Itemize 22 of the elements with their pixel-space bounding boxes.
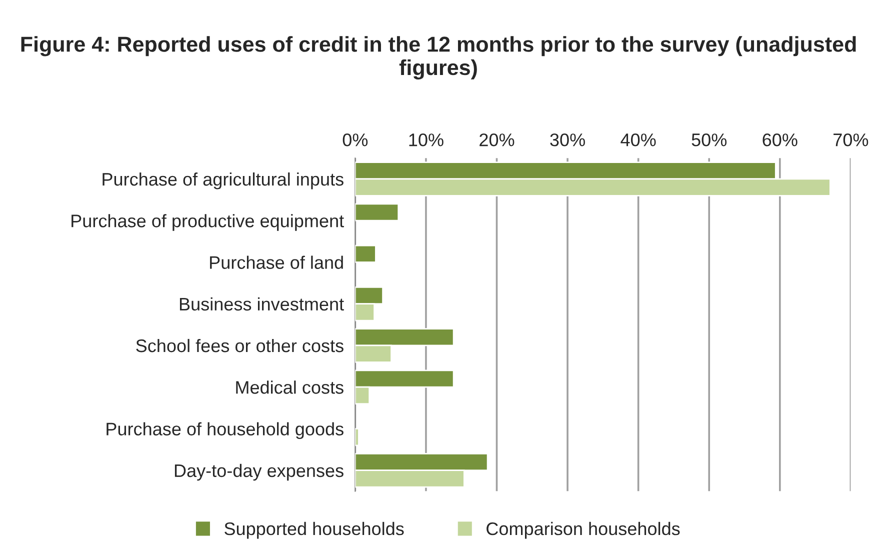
x-tick-label: 60% — [762, 133, 798, 146]
y-tick-label: Business investment — [180, 297, 344, 311]
x-tick-label: 40% — [620, 133, 656, 146]
y-tick-label: Day-to-day expenses — [174, 464, 344, 481]
y-tick-label: School fees or other costs — [136, 338, 344, 352]
y-tick-label: Medical costs — [236, 380, 344, 394]
x-tick-label: 30% — [550, 133, 585, 146]
x-tick-label: 50% — [692, 133, 727, 146]
y-tick-label: Purchase of agricultural inputs — [102, 172, 344, 190]
y-tick-label: Purchase of household goods — [106, 422, 344, 440]
legend-label: Supported households — [224, 522, 404, 539]
x-tick-label: 0% — [342, 133, 368, 146]
x-tick-label: 10% — [409, 133, 444, 146]
x-tick-label: 70% — [834, 133, 868, 146]
y-tick-label: Purchase of land — [210, 256, 343, 269]
legend-label: Comparison households — [486, 522, 680, 539]
bar — [355, 203, 400, 222]
y-tick-label: Purchase of productive equipment — [72, 214, 344, 231]
bar — [355, 428, 360, 446]
chart-title: Figure 4: Reported uses of credit in the 12 months prior to the survey (unadjusted figures) — [21, 36, 856, 80]
bar — [355, 244, 376, 263]
x-tick-label: 20% — [480, 133, 514, 146]
